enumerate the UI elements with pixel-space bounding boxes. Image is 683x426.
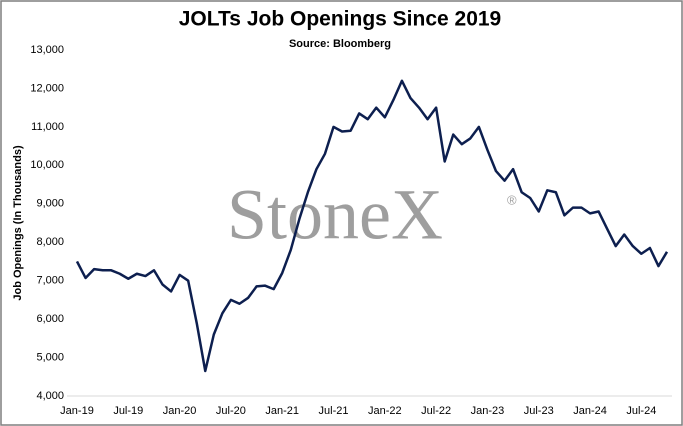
y-tick-label: 7,000 [36, 275, 64, 287]
y-axis-label: Job Openings (In Thousands) [12, 145, 24, 301]
y-tick-label: 13,000 [30, 44, 64, 56]
x-tick-label: Jan-19 [60, 405, 94, 417]
chart-subtitle: Source: Bloomberg [289, 38, 391, 50]
watermark-mark: ® [507, 192, 517, 207]
y-tick-label: 11,000 [31, 121, 64, 133]
chart-title: JOLTs Job Openings Since 2019 [179, 8, 502, 31]
x-tick-label: Jul-22 [421, 405, 451, 417]
y-tick-label: 4,000 [36, 390, 64, 402]
x-tick-label: Jul-20 [216, 405, 246, 417]
y-tick-label: 5,000 [36, 351, 64, 363]
data-line [75, 79, 669, 373]
x-tick-label: Jan-20 [163, 405, 197, 417]
x-tick-label: Jan-23 [471, 405, 505, 417]
x-tick-label: Jul-23 [524, 405, 554, 417]
x-tick-label: Jan-24 [573, 405, 607, 417]
x-tick-label: Jul-21 [319, 405, 349, 417]
y-tick-label: 8,000 [36, 236, 64, 248]
y-tick-label: 10,000 [30, 159, 64, 171]
x-tick-label: Jan-21 [265, 405, 299, 417]
watermark: StoneX [227, 175, 443, 255]
x-tick-label: Jan-22 [368, 405, 402, 417]
y-tick-label: 6,000 [36, 313, 64, 325]
x-tick-label: Jul-24 [626, 405, 656, 417]
x-tick-label: Jul-19 [113, 405, 143, 417]
y-tick-label: 9,000 [36, 198, 64, 210]
y-tick-label: 12,000 [30, 82, 64, 94]
